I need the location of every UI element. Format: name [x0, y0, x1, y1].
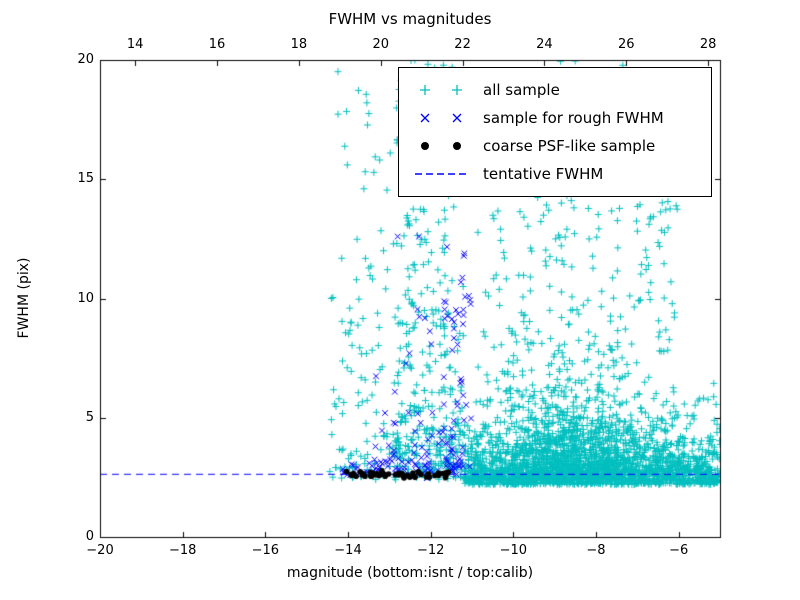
y-tick-label: 10: [77, 290, 94, 306]
top-tick-label: 24: [536, 37, 553, 52]
legend-label: coarse PSF-like sample: [483, 137, 656, 155]
x-tick-label: −20: [86, 543, 114, 558]
x-axis-label: magnitude (bottom:isnt / top:calib): [286, 565, 534, 581]
top-tick-label: 26: [618, 37, 635, 52]
y-tick-label: 0: [85, 529, 94, 544]
x-tick-label: −18: [168, 543, 197, 558]
top-tick-label: 22: [454, 37, 471, 52]
y-tick-label: 20: [77, 52, 94, 67]
legend-label: tentative FWHM: [483, 165, 604, 183]
y-tick-label: 15: [77, 171, 94, 187]
y-tick-label: 5: [85, 409, 94, 425]
legend-label: sample for rough FWHM: [483, 109, 664, 127]
plus-marker-icon: [411, 82, 471, 98]
legend-label: all sample: [483, 81, 560, 99]
x-tick-label: −6: [669, 543, 689, 558]
top-tick-label: 20: [372, 37, 390, 52]
dot-marker-icon: [411, 138, 471, 154]
x-tick-label: −10: [499, 543, 528, 558]
dashed-line-icon: [411, 166, 471, 182]
x-tick-label: −16: [251, 543, 280, 558]
top-tick-label: 16: [208, 37, 226, 52]
x-tick-label: −12: [416, 543, 445, 558]
y-axis-label: FWHM (pix): [16, 257, 32, 339]
top-tick-label: 18: [290, 37, 308, 52]
top-tick-label: 14: [126, 37, 144, 52]
legend-entry: tentative FWHM: [411, 160, 699, 188]
legend: all sample sample for rough FWHM coarse …: [398, 67, 712, 197]
legend-entry: all sample: [411, 76, 699, 104]
legend-entry: sample for rough FWHM: [411, 104, 699, 132]
chart-title: FWHM vs magnitudes: [328, 10, 492, 28]
top-tick-label: 28: [699, 37, 717, 52]
x-marker-icon: [411, 110, 471, 126]
legend-entry: coarse PSF-like sample: [411, 132, 699, 160]
x-tick-label: −8: [586, 543, 606, 558]
x-tick-label: −14: [334, 543, 362, 558]
